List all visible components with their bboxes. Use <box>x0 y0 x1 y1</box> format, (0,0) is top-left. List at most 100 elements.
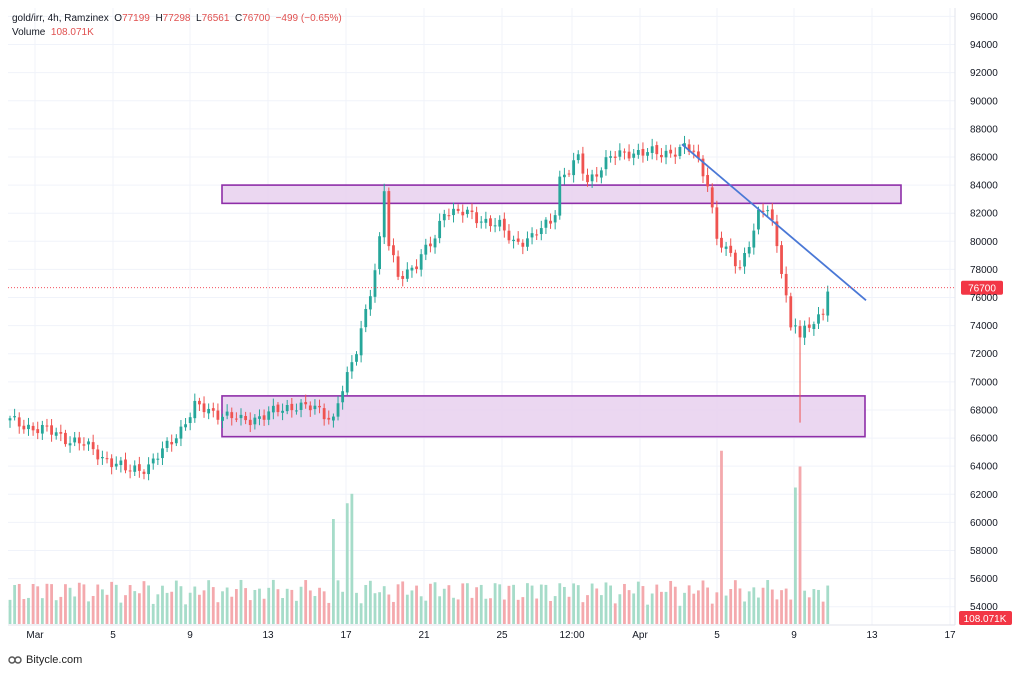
candle-body <box>479 221 483 223</box>
candles <box>8 135 830 481</box>
candle-body <box>535 234 539 236</box>
price-zones <box>221 184 902 438</box>
volume-bar <box>359 603 363 624</box>
candle-body <box>87 441 90 445</box>
y-tick-label: 68000 <box>970 405 998 416</box>
volume-bar <box>271 579 275 624</box>
price-axis: 96000 94000 92000 90000 88000 86000 84000 82000… <box>970 12 998 613</box>
candle-body <box>184 424 187 428</box>
candle-body <box>216 410 220 420</box>
candle-body <box>373 270 377 297</box>
volume-bar <box>382 586 386 624</box>
candle-body <box>609 156 612 158</box>
y-tick-label: 60000 <box>970 518 998 529</box>
volume-bar <box>355 592 358 624</box>
volume-bar <box>433 582 437 624</box>
volume-bar <box>419 596 423 624</box>
volume-bar <box>484 598 488 624</box>
candle-body <box>207 408 211 414</box>
volume-bar <box>174 580 178 624</box>
volume-bar <box>267 587 271 624</box>
x-tick-label: 21 <box>418 630 430 641</box>
volume-bar <box>137 593 141 624</box>
candle-body <box>687 144 691 152</box>
candle-body <box>142 471 146 474</box>
candle-body <box>521 242 525 247</box>
open-label: O <box>114 13 123 24</box>
bitycle-logo-icon <box>8 656 22 664</box>
volume-bar <box>817 589 820 624</box>
volume-bar <box>364 584 368 624</box>
volume-bar <box>512 584 515 624</box>
candle-body <box>350 362 354 372</box>
candle-body <box>655 145 659 155</box>
candle-body <box>285 405 289 412</box>
candle-body <box>188 417 192 424</box>
volume-bar <box>211 587 215 624</box>
volume-bar <box>526 583 529 624</box>
volume-bar <box>687 585 691 624</box>
candle-body <box>40 424 44 434</box>
candle-body <box>392 245 395 256</box>
volume-bar <box>660 591 663 624</box>
candle-body <box>461 211 465 216</box>
volume-bar <box>761 587 765 624</box>
volume-bar <box>461 583 465 624</box>
chart-header: gold/irr, 4h, Ramzinex O77199 H77298 L76… <box>12 12 342 40</box>
volume-bar <box>248 600 252 624</box>
volume-bar <box>368 580 372 624</box>
candle-body <box>96 449 100 460</box>
volume-bar <box>87 601 90 624</box>
candle-body <box>590 174 594 182</box>
volume-bar <box>636 581 640 624</box>
volume-bar <box>230 596 234 624</box>
volume-bar <box>696 590 700 624</box>
candle-body <box>8 418 12 421</box>
candle-body <box>641 148 645 156</box>
candle-body <box>493 225 497 227</box>
candle-body <box>17 417 21 427</box>
candle-body <box>378 236 381 269</box>
high-value: 77298 <box>162 13 191 24</box>
volume-bar <box>576 585 580 624</box>
volume-bar <box>410 590 414 624</box>
ohlc-line: gold/irr, 4h, Ramzinex O77199 H77298 L76… <box>12 12 342 26</box>
volume-bar <box>64 584 67 624</box>
candle-body <box>516 238 520 242</box>
volume-bar <box>216 602 220 624</box>
candle-body <box>826 291 830 316</box>
volume-bar <box>724 595 728 624</box>
candle-body <box>401 275 405 279</box>
volume-bar <box>336 580 340 624</box>
volume-bar <box>73 596 77 624</box>
volume-bar <box>475 587 479 624</box>
volume-bar <box>479 584 483 624</box>
candle-body <box>332 416 335 421</box>
volume-bar <box>743 601 746 624</box>
candle-body <box>419 254 423 270</box>
candle-body <box>498 219 502 227</box>
volume-bar <box>613 603 617 624</box>
candle-body <box>729 245 733 253</box>
candle-body <box>803 325 807 338</box>
volume-bar <box>655 584 659 624</box>
y-tick-label: 86000 <box>970 152 998 163</box>
volume-bar <box>198 594 201 624</box>
volume-bar <box>553 596 557 624</box>
volume-bar <box>447 585 451 624</box>
volume-bar <box>405 594 409 624</box>
candle-body <box>161 448 164 459</box>
candle-body <box>64 432 67 445</box>
candle-body <box>91 442 95 450</box>
volume-bar <box>285 588 289 624</box>
high-label: H <box>155 13 163 24</box>
volume-bar <box>766 580 770 624</box>
candle-body <box>336 403 340 417</box>
y-tick-label: 56000 <box>970 574 998 585</box>
volume-bar <box>36 586 40 624</box>
volume-bar <box>96 584 100 624</box>
candle-body <box>267 411 271 420</box>
volume-bar <box>345 503 349 624</box>
volume-bar <box>516 599 520 624</box>
volume-bar <box>91 595 95 624</box>
